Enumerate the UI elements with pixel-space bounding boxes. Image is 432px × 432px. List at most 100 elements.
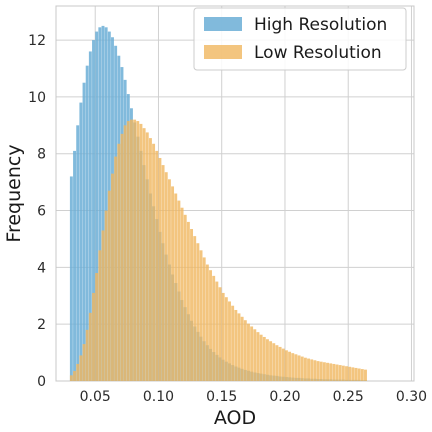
histogram-bar bbox=[123, 125, 127, 382]
histogram-bar bbox=[190, 229, 194, 381]
histogram-bar bbox=[348, 366, 352, 381]
y-axis-label: Frequency bbox=[3, 144, 25, 242]
legend-swatch-low-resolution bbox=[204, 45, 242, 59]
histogram-bar bbox=[126, 121, 130, 381]
histogram-bar bbox=[130, 119, 133, 382]
histogram-bar bbox=[139, 123, 143, 381]
y-tick-label: 4 bbox=[37, 260, 46, 276]
histogram-bar bbox=[319, 361, 323, 381]
histogram-bar bbox=[136, 121, 140, 381]
histogram-bar bbox=[303, 357, 307, 381]
histogram-bar bbox=[82, 82, 86, 382]
histogram-bar bbox=[215, 281, 219, 381]
histogram-bar bbox=[95, 273, 99, 381]
histogram-bar bbox=[174, 193, 178, 381]
histogram-bar bbox=[98, 250, 102, 381]
histogram-bar bbox=[145, 132, 149, 381]
histogram-bar bbox=[152, 143, 156, 381]
histogram-bar bbox=[92, 292, 95, 381]
histogram-bar bbox=[237, 313, 241, 381]
histogram-bar bbox=[73, 150, 76, 381]
histogram-bar bbox=[354, 367, 358, 381]
histogram-bar bbox=[275, 345, 279, 381]
histogram-bar bbox=[164, 172, 168, 381]
histogram-bar bbox=[316, 361, 320, 381]
y-axis-ticks: 0 2 4 6 8 10 12 bbox=[28, 33, 46, 390]
histogram-bar bbox=[202, 257, 206, 381]
histogram-bar bbox=[98, 27, 102, 381]
histogram-bar bbox=[76, 125, 80, 382]
histogram-bar bbox=[351, 367, 355, 381]
histogram-bar bbox=[158, 157, 162, 381]
histogram-bar bbox=[326, 362, 329, 381]
x-axis-ticks: 0.05 0.10 0.15 0.20 0.25 0.30 bbox=[80, 389, 427, 405]
histogram-bar bbox=[332, 363, 336, 381]
y-tick-label: 12 bbox=[28, 33, 46, 49]
histogram-bar bbox=[171, 186, 175, 381]
histogram-bar bbox=[104, 210, 108, 381]
histogram-bar bbox=[161, 165, 165, 381]
x-tick-label: 0.20 bbox=[269, 389, 300, 405]
histogram-bar bbox=[69, 375, 73, 381]
histogram-bar bbox=[199, 250, 203, 381]
histogram-bar bbox=[364, 369, 367, 381]
histogram-bar bbox=[120, 133, 124, 381]
histogram-bar bbox=[133, 119, 137, 382]
x-tick-label: 0.10 bbox=[143, 389, 174, 405]
histogram-bar bbox=[269, 341, 273, 381]
histogram-bar bbox=[186, 221, 190, 381]
histogram-bar bbox=[313, 360, 317, 381]
legend-box bbox=[193, 7, 407, 71]
histogram-bar bbox=[300, 356, 304, 381]
histogram-bar bbox=[360, 369, 364, 381]
histogram-bar bbox=[104, 27, 108, 381]
histogram-bar bbox=[288, 351, 292, 381]
histogram-bar bbox=[281, 348, 285, 381]
histogram-bar bbox=[177, 200, 181, 381]
y-tick-label: 2 bbox=[37, 317, 46, 333]
histogram-bar bbox=[234, 309, 238, 381]
histogram-bar bbox=[231, 305, 235, 381]
histogram-bar bbox=[250, 326, 254, 381]
histogram-bar bbox=[329, 363, 333, 381]
histogram-bar bbox=[253, 329, 257, 381]
histogram-bar bbox=[88, 51, 92, 382]
histogram-bar bbox=[221, 292, 225, 381]
histogram-bar bbox=[345, 366, 348, 381]
histogram-bar bbox=[117, 143, 121, 381]
histogram-bar bbox=[111, 173, 114, 381]
histogram-bar bbox=[142, 128, 146, 381]
histogram-bar bbox=[183, 214, 187, 381]
histogram-bar bbox=[196, 243, 200, 381]
histogram-bar bbox=[322, 362, 326, 381]
legend: High Resolution Low Resolution bbox=[193, 7, 407, 71]
histogram-bar bbox=[307, 358, 311, 381]
histogram-bar bbox=[243, 320, 247, 381]
histogram-bar bbox=[148, 138, 152, 381]
histogram-bar bbox=[228, 301, 231, 381]
histogram-bar bbox=[167, 179, 171, 381]
histogram-bar bbox=[79, 355, 83, 381]
histogram-bar bbox=[85, 329, 89, 381]
histogram-bar bbox=[256, 332, 260, 381]
x-tick-label: 0.15 bbox=[206, 389, 237, 405]
histogram-bar bbox=[114, 156, 118, 381]
histogram-bar bbox=[265, 339, 269, 381]
histogram-bar bbox=[338, 365, 342, 381]
histogram-bar bbox=[247, 323, 250, 381]
histogram-bar bbox=[101, 230, 105, 381]
legend-label-low-resolution: Low Resolution bbox=[254, 43, 382, 63]
y-tick-label: 0 bbox=[37, 374, 46, 390]
histogram-bar bbox=[297, 355, 301, 381]
histogram-bar bbox=[76, 363, 80, 381]
histogram-bar bbox=[101, 25, 105, 382]
series-low-resolution bbox=[69, 119, 367, 382]
histogram-bar bbox=[278, 346, 282, 381]
histogram-bar bbox=[224, 297, 228, 381]
histogram-bar bbox=[272, 343, 276, 381]
histogram-bar bbox=[335, 364, 339, 381]
histogram-bar bbox=[262, 336, 266, 381]
histogram-bar bbox=[284, 350, 288, 381]
x-tick-label: 0.05 bbox=[80, 389, 111, 405]
histogram-bar bbox=[88, 312, 92, 381]
